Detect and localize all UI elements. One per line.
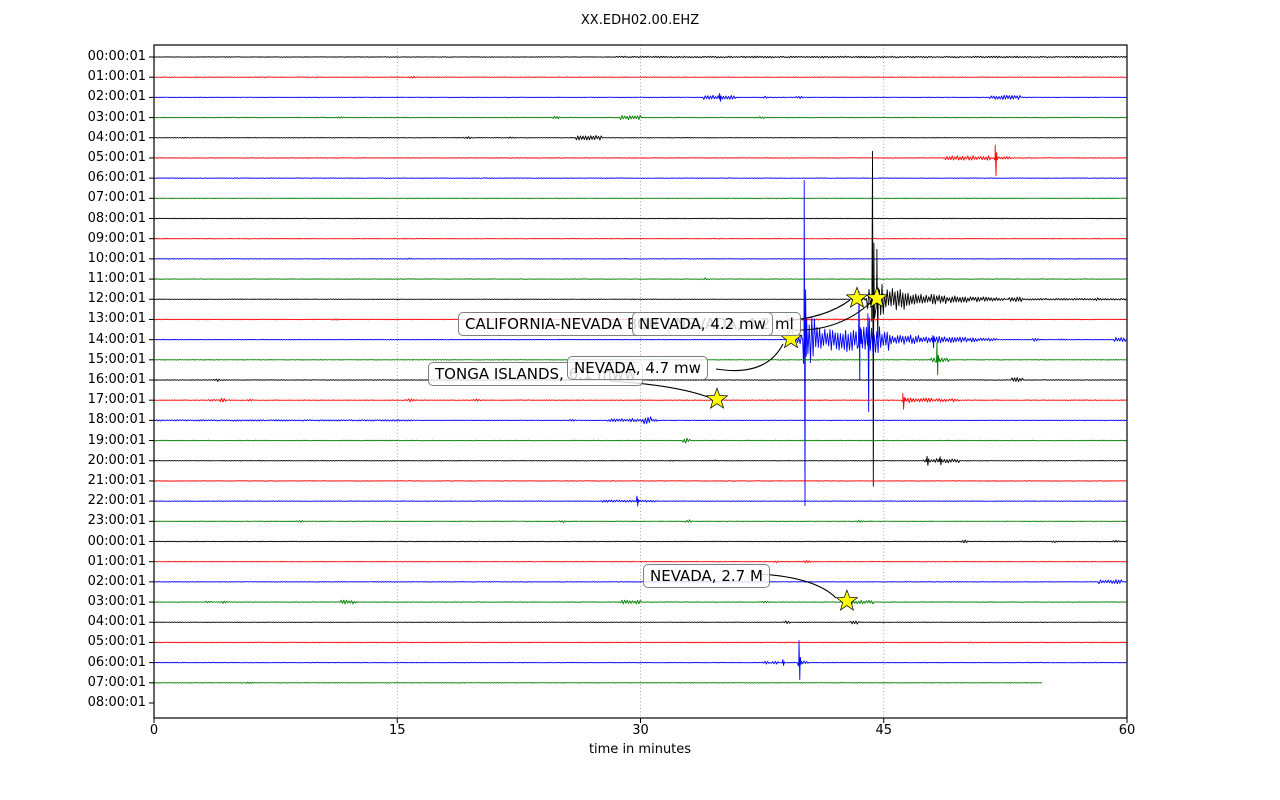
trace-row-24 [153, 539, 1127, 544]
trace-row-6 [153, 177, 1127, 179]
y-tick-label: 10:00:01 [87, 250, 146, 266]
event-label: CALIFORNIA-NEVADA BOR [458, 312, 788, 336]
y-tick-label: 14:00:01 [87, 331, 146, 347]
y-tick-label: 05:00:01 [87, 634, 146, 650]
y-tick-label: 12:00:01 [87, 291, 146, 307]
y-tick-label: 17:00:01 [87, 392, 146, 408]
trace-row-7 [153, 197, 1127, 200]
trace-row-19 [153, 437, 1127, 444]
trace-row-3 [153, 114, 1127, 121]
trace-row-1 [153, 75, 1127, 79]
y-tick-label: 02:00:01 [87, 573, 146, 589]
y-tick-label: 00:00:01 [87, 49, 146, 64]
trace-row-23 [153, 519, 1127, 524]
y-tick-label: 03:00:01 [87, 594, 146, 610]
y-tick-label: 04:00:01 [87, 614, 146, 630]
y-tick-label: 21:00:01 [87, 472, 146, 488]
trace-row-26 [153, 579, 1127, 585]
y-tick-label: 09:00:01 [87, 230, 146, 246]
trace-row-0 [153, 55, 1127, 59]
y-tick-label: 20:00:01 [87, 452, 146, 468]
trace-row-30 [153, 640, 1127, 681]
trace-row-29 [153, 641, 1127, 644]
y-tick-label: 23:00:01 [87, 513, 146, 529]
trace-row-31 [153, 681, 1043, 684]
y-tick-label: 04:00:01 [87, 129, 146, 145]
trace-row-8 [153, 217, 1127, 220]
trace-row-27 [153, 599, 1127, 605]
trace-row-12 [153, 150, 1127, 487]
trace-row-10 [153, 257, 1127, 260]
y-tick-label: 19:00:01 [87, 432, 146, 448]
trace-row-18 [153, 416, 1127, 425]
x-tick-label: 60 [1118, 723, 1136, 738]
y-tick-label: 11:00:01 [87, 271, 146, 287]
y-tick-label: 22:00:01 [87, 493, 146, 509]
y-tick-label: 07:00:01 [87, 674, 146, 690]
y-tick-label: 08:00:01 [87, 210, 146, 226]
trace-row-21 [153, 480, 1127, 482]
trace-row-14 [153, 180, 1127, 507]
x-axis-label: time in minutes [588, 742, 692, 757]
x-tick-label: 30 [632, 723, 649, 738]
x-tick-label: 0 [149, 723, 159, 738]
y-tick-label: 02:00:01 [87, 89, 146, 105]
event-star-icon [865, 286, 889, 308]
x-tick-label: 45 [875, 723, 893, 738]
trace-row-2 [153, 92, 1127, 102]
y-tick-label: 18:00:01 [87, 412, 146, 428]
y-tick-label: 08:00:01 [87, 695, 146, 710]
trace-row-4 [153, 135, 1127, 141]
y-tick-label: 00:00:01 [87, 533, 146, 549]
trace-row-25 [153, 559, 1127, 564]
y-tick-label: 15:00:01 [87, 351, 146, 367]
y-tick-label: 03:00:01 [87, 109, 146, 125]
y-tick-label: 06:00:01 [87, 170, 146, 186]
trace-row-17 [153, 392, 1127, 410]
y-tick-label: 05:00:01 [87, 149, 146, 165]
event-star-icon [835, 589, 859, 611]
trace-row-22 [153, 495, 1127, 507]
annotation-leader-line [715, 343, 784, 372]
event-label: NEVADA, 4.7 mw [567, 356, 708, 380]
y-tick-label: 01:00:01 [87, 553, 146, 569]
y-tick-label: 07:00:01 [87, 190, 146, 206]
event-star-icon [705, 387, 729, 409]
event-label: NEVADA, 4.2 mw [632, 312, 773, 336]
trace-row-5 [153, 144, 1127, 177]
event-star-icon [845, 286, 869, 308]
y-tick-label: 01:00:01 [87, 69, 146, 85]
event-label: NEVADA, 2.7 M [643, 564, 770, 588]
x-tick-label: 15 [388, 723, 406, 738]
annotation-leader-line [791, 302, 871, 331]
trace-row-9 [153, 237, 1127, 240]
y-tick-label: 06:00:01 [87, 654, 146, 670]
trace-row-28 [153, 620, 1127, 625]
trace-row-11 [153, 277, 1127, 281]
plot-title: XX.EDH02.00.EHZ [580, 13, 700, 28]
y-tick-label: 16:00:01 [87, 372, 146, 387]
trace-row-20 [153, 455, 1127, 466]
y-tick-label: 13:00:01 [87, 311, 146, 327]
